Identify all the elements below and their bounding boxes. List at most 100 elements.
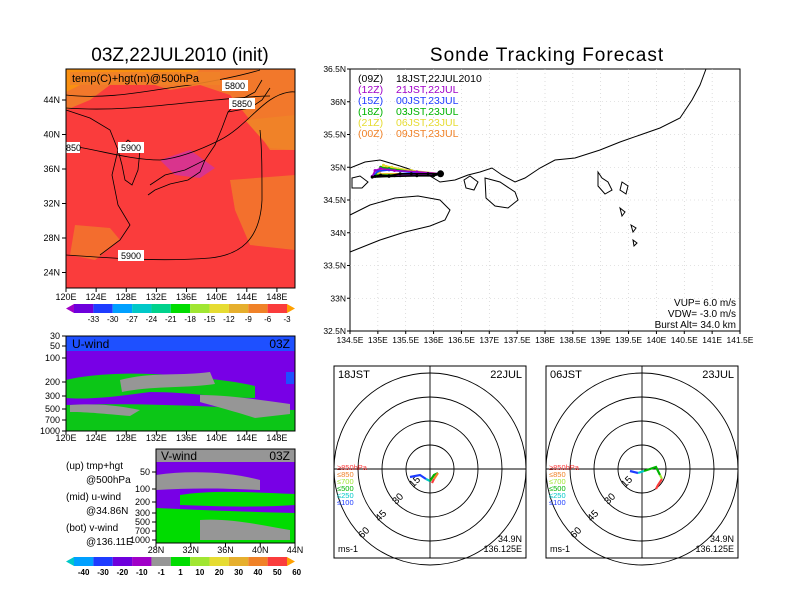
contour-label-5800: 5800 [222, 80, 248, 91]
uwind-x-tick-label: 136E [176, 433, 197, 443]
temp-x-tick-label: 124E [86, 292, 107, 302]
temp-x-tick-label: 132E [146, 292, 167, 302]
legend-time: 00JST,23JUL [396, 95, 459, 107]
temp-warm-zone-southeast [230, 175, 295, 250]
temp-colorbar-swatch [151, 304, 171, 313]
track-x-tick-label: 140.5E [671, 335, 698, 345]
hodograph-time: 06JST [550, 369, 582, 381]
temp-colorbar-label: -21 [165, 315, 177, 324]
vwind-colorbar-label: 1 [178, 568, 183, 577]
vwind-y-tick-label: 50 [140, 467, 150, 477]
hodograph-trace [643, 465, 661, 476]
uwind-y-tick-label: 1000 [40, 426, 60, 436]
svg-text:5850: 5850 [232, 99, 252, 109]
legend-time: 03JST,23JUL [396, 106, 459, 118]
vwind-colorbar-swatch [209, 557, 229, 566]
track-x-tick-label: 138E [535, 335, 555, 345]
temp-colorbar-swatch [74, 304, 94, 313]
uwind-x-tick-label: 132E [146, 433, 167, 443]
vwind-colorbar-label: -40 [78, 568, 90, 577]
track-x-tick-label: 139E [591, 335, 611, 345]
track-y-tick-label: 33.5N [323, 261, 346, 271]
uwind-y-tick-label: 300 [45, 391, 60, 401]
track-x-tick-label: 135E [368, 335, 388, 345]
hodograph-level-label: ≤700 [337, 477, 354, 486]
launch-site-marker [437, 170, 445, 178]
track-series-point [373, 174, 377, 178]
legend-run: (09Z) [358, 73, 383, 85]
contour-label-5900-a: 5900 [118, 142, 144, 153]
awaji-coast [351, 175, 369, 189]
hodograph-trace [409, 473, 427, 480]
track-series-point [409, 172, 413, 176]
track-x-tick-label: 137E [479, 335, 499, 345]
japan-coast [147, 79, 263, 196]
temp-colorbar-label: -24 [146, 315, 158, 324]
uwind-x-tick-label: 140E [206, 433, 227, 443]
uwind-gray-zone-b [70, 404, 140, 416]
ise-coast [484, 177, 519, 209]
uwind-y-tick-label: 30 [50, 331, 60, 341]
track-x-ticks: 134.5E 135E 135.5E 136E 136.5E 137E 137.5E 138E… [337, 331, 754, 345]
temp-colorbar-swatch [209, 304, 229, 313]
izu-coast [597, 170, 613, 195]
vwind-y-tick-label: 200 [135, 497, 150, 507]
track-x-tick-label: 140E [646, 335, 666, 345]
temp-panel-label: temp(C)+hgt(m)@500hPa [72, 73, 200, 85]
uwind-x-tick-label: 144E [236, 433, 257, 443]
vwind-green-a [180, 491, 295, 507]
info-vdw: VDW= -3.0 m/s [668, 309, 736, 320]
track-series-point [415, 174, 419, 178]
uwind-y-tick-label: 200 [45, 377, 60, 387]
legend-run: (21Z) [358, 117, 383, 129]
uwind-gray-zone-c [200, 395, 290, 418]
svg-text:5900: 5900 [121, 143, 141, 153]
temp-colorbar-label: -6 [264, 315, 272, 324]
temp-colorbar-swatch [93, 304, 113, 313]
temp-x-ticks: 120E 124E 128E 132E 136E 140E 144E 148E [55, 288, 287, 302]
temp-colorbar-label: -18 [184, 315, 196, 324]
vwind-colorbar-label: -30 [97, 568, 109, 577]
legend-time: 06JST,23JUL [396, 117, 459, 129]
temp-warm-zone-south [70, 225, 120, 260]
legend-run: (00Z) [358, 128, 383, 140]
izu-island-c [630, 223, 637, 234]
temp-cold-pocket [160, 150, 215, 178]
track-x-tick-label: 138.5E [559, 335, 586, 345]
temp-x-tick-label: 148E [266, 292, 287, 302]
hodograph-level-label: ≤100 [549, 498, 566, 507]
note-up-a: (up) tmp+hgt [66, 461, 123, 472]
track-series-point [379, 173, 383, 177]
track-y-tick-label: 34N [330, 228, 346, 238]
note-up-b: @500hPa [86, 475, 131, 486]
note-bot-b: @136.11E [86, 537, 133, 548]
hodograph-trace [425, 478, 431, 482]
track-series-point [379, 167, 383, 171]
temp-label-bg [70, 72, 220, 85]
temp-colorbar-swatch [248, 304, 268, 313]
vwind-top-band [156, 449, 295, 462]
vwind-colorbar-label: 30 [234, 568, 243, 577]
legend-time: 18JST,22JUL2010 [396, 73, 482, 85]
temp-y-ticks: 44N 40N 36N 32N 28N 24N [43, 95, 66, 278]
hodograph-level-label: ≤250 [549, 491, 566, 500]
vwind-colorbar-arrow-right [287, 557, 295, 566]
track-x-tick-label: 141.5E [727, 335, 754, 345]
temp-colorbar-swatch [170, 304, 191, 313]
uwind-x-tick-label: 120E [55, 433, 76, 443]
temp-x-tick-label: 136E [176, 292, 197, 302]
track-series-point [390, 165, 394, 169]
temp-y-tick-label: 36N [43, 164, 60, 174]
vwind-x-ticks: 28N 32N 36N 40N 44N [148, 543, 303, 555]
izu-island-d [632, 238, 638, 248]
kii-coast [463, 175, 479, 191]
uwind-gray-zone-a [120, 372, 215, 392]
uwind-y-tick-label: 500 [45, 404, 60, 414]
temp-panel-frame [65, 68, 296, 289]
hodograph-date: 23JUL [702, 369, 734, 381]
izu-island-a [619, 181, 629, 195]
hodograph-trace [659, 474, 663, 480]
hodograph-time: 18JST [338, 369, 370, 381]
